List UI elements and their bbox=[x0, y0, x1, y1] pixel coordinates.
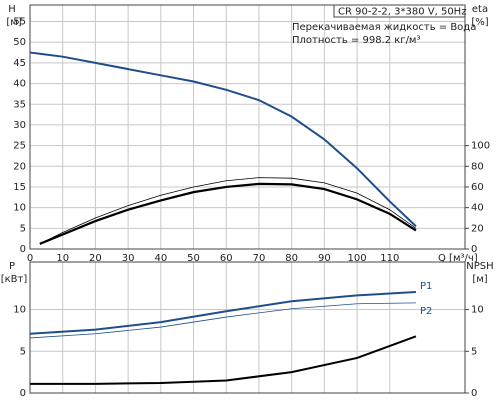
curve bbox=[29, 291, 416, 335]
y-axis-label: H bbox=[8, 4, 16, 15]
curve bbox=[39, 177, 417, 245]
curve bbox=[29, 51, 417, 227]
y2-tick-label: 60 bbox=[471, 182, 484, 193]
legend-label: P1 bbox=[420, 281, 432, 292]
x-tick-label: 80 bbox=[285, 253, 298, 264]
y2-axis-label: eta bbox=[472, 4, 488, 15]
y-tick-label: 25 bbox=[13, 141, 26, 152]
x-tick-label: 20 bbox=[89, 253, 102, 264]
y-axis-unit: [кВт] bbox=[1, 274, 28, 285]
y2-tick-label: 100 bbox=[471, 141, 490, 152]
y2-axis-unit: [%] bbox=[471, 17, 488, 28]
y-tick-label: 0 bbox=[20, 244, 26, 255]
y2-tick-label: 5 bbox=[471, 346, 477, 357]
y2-tick-label: 80 bbox=[471, 161, 484, 172]
y-tick-label: 0 bbox=[20, 388, 26, 399]
x-tick-label: 30 bbox=[122, 253, 135, 264]
x-tick-label: 50 bbox=[187, 253, 200, 264]
y2-tick-label: 0 bbox=[471, 244, 477, 255]
curve bbox=[30, 335, 417, 385]
y-tick-label: 45 bbox=[13, 58, 26, 69]
x-tick-label: 10 bbox=[56, 253, 69, 264]
legend-label: P2 bbox=[420, 306, 432, 317]
annotation: Перекачиваемая жидкость = Вода bbox=[292, 22, 476, 33]
x-tick-label: 100 bbox=[348, 253, 367, 264]
x-tick-label: 70 bbox=[253, 253, 266, 264]
y-tick-label: 40 bbox=[13, 79, 26, 90]
y-tick-label: 55 bbox=[13, 17, 26, 28]
x-tick-label: 40 bbox=[154, 253, 167, 264]
y2-tick-label: 20 bbox=[471, 223, 484, 234]
x-tick-label: 60 bbox=[220, 253, 233, 264]
y-tick-label: 35 bbox=[13, 99, 26, 110]
y-tick-label: 5 bbox=[20, 223, 26, 234]
chart-title: CR 90-2-2, 3*380 V, 50Hz bbox=[338, 7, 466, 18]
y-axis-label: P bbox=[9, 261, 15, 272]
x-tick-label: 110 bbox=[380, 253, 399, 264]
y2-tick-label: 40 bbox=[471, 203, 484, 214]
x-tick-label: 0 bbox=[27, 253, 33, 264]
y2-axis-unit: [м] bbox=[472, 274, 487, 285]
plot-frame bbox=[29, 4, 466, 250]
y-tick-label: 5 bbox=[20, 346, 26, 357]
y2-tick-label: 10 bbox=[471, 305, 484, 316]
title-box bbox=[333, 4, 466, 18]
curve bbox=[29, 302, 416, 339]
y-tick-label: 10 bbox=[13, 305, 26, 316]
y2-axis-label: NPSH bbox=[466, 261, 493, 272]
y-tick-label: 30 bbox=[13, 120, 26, 131]
y-axis-unit: [м] bbox=[6, 17, 21, 28]
x-tick-label: 90 bbox=[318, 253, 331, 264]
y-tick-label: 15 bbox=[13, 182, 26, 193]
x-axis-label: Q [м³/ч] bbox=[438, 253, 478, 264]
curve bbox=[39, 182, 417, 245]
y-tick-label: 20 bbox=[13, 161, 26, 172]
annotation: Плотность = 998.2 кг/м³ bbox=[292, 35, 421, 46]
y-tick-label: 50 bbox=[13, 37, 26, 48]
y-tick-label: 10 bbox=[13, 203, 26, 214]
y2-tick-label: 0 bbox=[471, 388, 477, 399]
plot-frame bbox=[29, 261, 466, 394]
